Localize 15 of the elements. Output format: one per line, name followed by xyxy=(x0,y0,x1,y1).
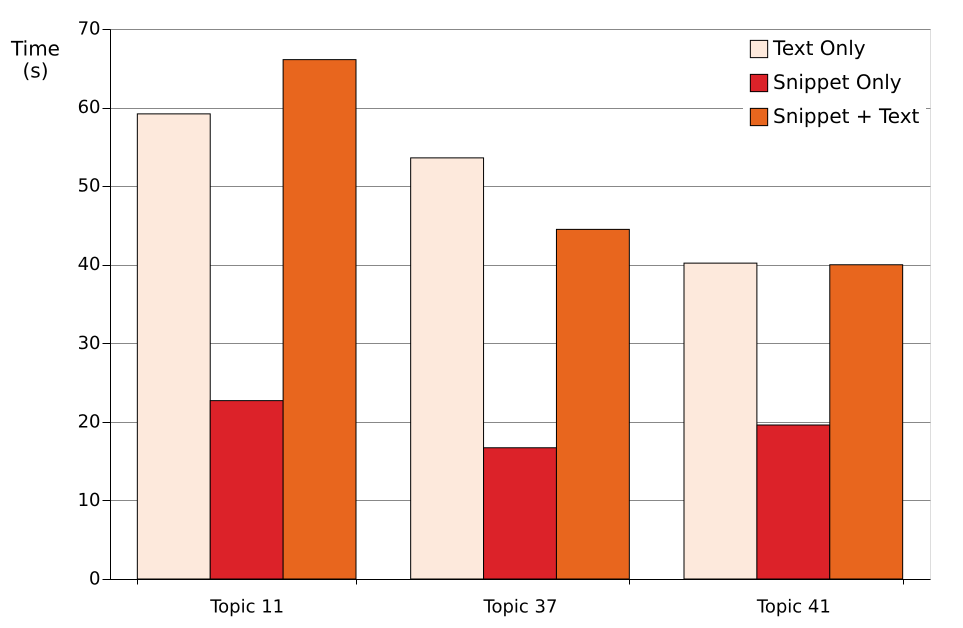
y-tick-label: 70 xyxy=(78,18,100,40)
y-tick-label: 0 xyxy=(89,568,100,590)
legend-label: Snippet Only xyxy=(773,70,902,94)
y-tick-label: 50 xyxy=(78,176,100,197)
y-tick-label: 40 xyxy=(78,254,100,276)
x-tick-label: Topic 37 xyxy=(482,596,558,618)
legend-label: Text Only xyxy=(772,36,866,60)
y-tick-label: 20 xyxy=(78,411,100,432)
legend-label: Snippet + Text xyxy=(773,104,920,128)
x-tick-label: Topic 41 xyxy=(756,596,831,618)
y-tick-label: 60 xyxy=(78,97,100,118)
x-tick-label: Topic 11 xyxy=(209,596,284,618)
y-tick-label: 10 xyxy=(78,490,100,511)
y-tick-label: 30 xyxy=(78,332,100,354)
y-axis-title: Time (s) xyxy=(10,36,60,82)
